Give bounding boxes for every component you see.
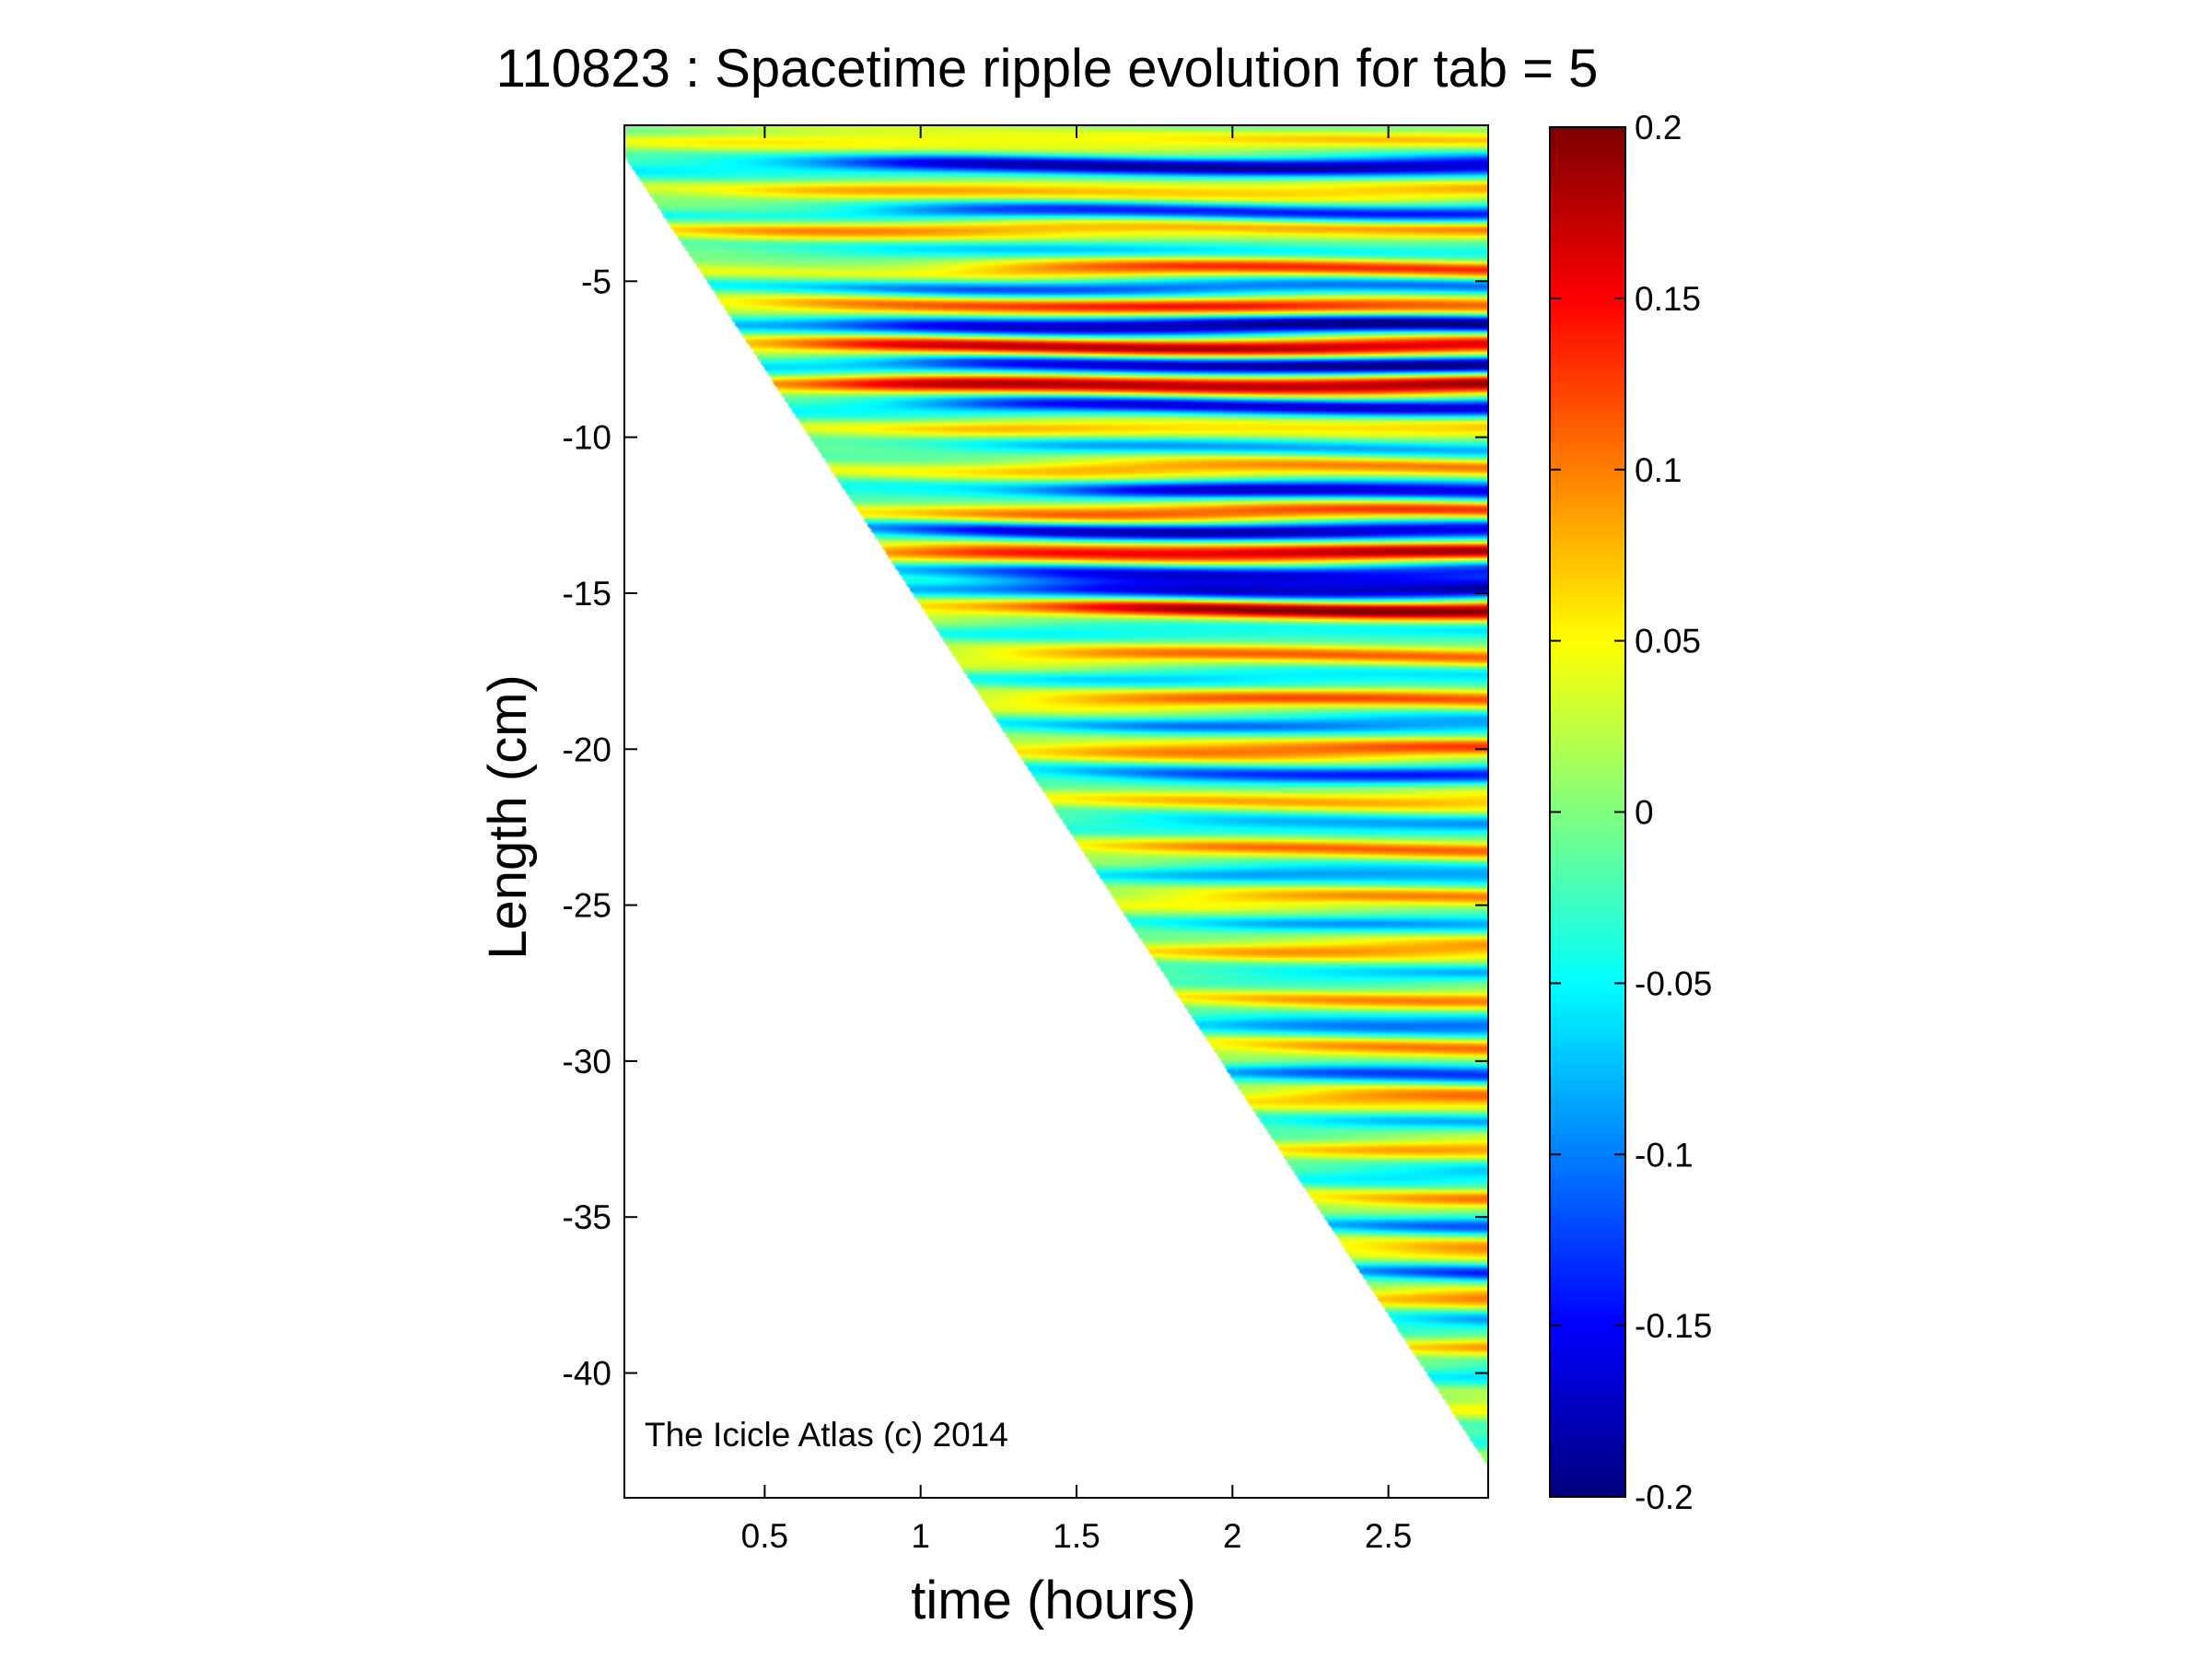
colorbar-ticks: 0.2 0.15 0.1 0.05 0 -0.05 -0.1 -0.15 -0.2 bbox=[1550, 109, 1712, 1516]
colorbar-tick-label: -0.15 bbox=[1635, 1307, 1712, 1345]
colorbar-tick-label: 0.1 bbox=[1635, 451, 1682, 489]
y-axis-label: Length (cm) bbox=[478, 674, 538, 959]
y-tick-label: -20 bbox=[563, 730, 611, 768]
y-tick-label: -25 bbox=[563, 887, 611, 925]
x-axis-label: time (hours) bbox=[911, 1571, 1195, 1630]
plot-frame bbox=[623, 124, 1489, 1499]
x-tick-label: 1 bbox=[911, 1517, 930, 1555]
y-tick-label: -40 bbox=[563, 1355, 611, 1393]
colorbar-tick-label: -0.05 bbox=[1635, 964, 1712, 1002]
y-axis-ticks: -5 -10 -15 -20 -25 -30 -35 -40 bbox=[563, 263, 1488, 1393]
colorbar-tick-label: -0.2 bbox=[1635, 1478, 1694, 1516]
copyright-annotation: The Icicle Atlas (c) 2014 bbox=[645, 1416, 1008, 1454]
colorbar-gradient bbox=[1550, 127, 1625, 1497]
x-tick-label: 0.5 bbox=[741, 1517, 788, 1555]
heatmap-area bbox=[624, 125, 1488, 1498]
x-axis-ticks: 0.5 1 1.5 2 2.5 bbox=[741, 125, 1412, 1555]
colorbar-tick-label: 0.2 bbox=[1635, 109, 1682, 146]
x-tick-label: 2 bbox=[1223, 1517, 1242, 1555]
y-tick-label: -10 bbox=[563, 419, 611, 457]
colorbar-tick-label: -0.1 bbox=[1635, 1136, 1694, 1174]
y-tick-label: -30 bbox=[563, 1043, 611, 1081]
y-tick-label: -15 bbox=[563, 575, 611, 613]
y-tick-label: -5 bbox=[581, 263, 611, 300]
colorbar-tick-label: 0 bbox=[1635, 794, 1654, 832]
heatmap-image bbox=[624, 125, 1488, 1498]
chart-title: 110823 : Spacetime ripple evolution for … bbox=[496, 39, 1599, 99]
colorbar-tick-label: 0.15 bbox=[1635, 280, 1701, 318]
x-tick-label: 1.5 bbox=[1053, 1517, 1100, 1555]
x-tick-label: 2.5 bbox=[1365, 1517, 1412, 1555]
y-tick-label: -35 bbox=[563, 1198, 611, 1236]
colorbar-tick-label: 0.05 bbox=[1635, 623, 1701, 660]
